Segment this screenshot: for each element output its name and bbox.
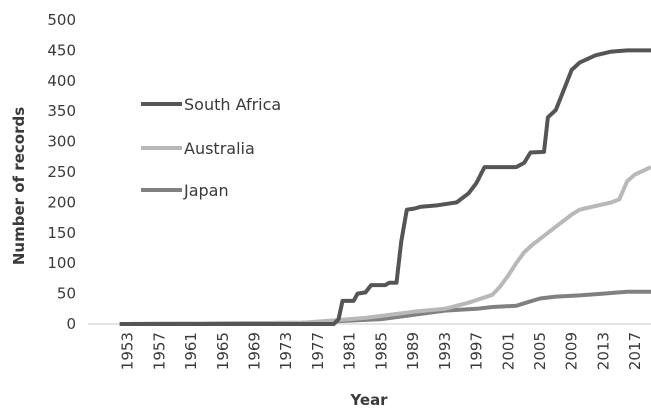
- series-line: [119, 165, 651, 326]
- x-tick-label: 1953: [119, 332, 137, 370]
- legend-label: Japan: [183, 181, 229, 200]
- y-axis-ticks: 0 50 100 150 200 250 300 350 400 450 500: [47, 11, 76, 333]
- legend: South Africa Australia Japan: [141, 95, 281, 200]
- y-tick-label: 150: [47, 224, 76, 242]
- x-tick-label: 2001: [499, 332, 517, 370]
- y-tick-label: 250: [47, 163, 76, 181]
- y-tick-label: 400: [47, 72, 76, 90]
- x-axis-title: Year: [349, 391, 388, 409]
- x-axis-ticks: 1953 1957 1961 1965 1969 1973 1977 1981 1985 1989…: [119, 332, 644, 370]
- y-tick-label: 100: [47, 254, 76, 272]
- y-axis-title: Number of records: [10, 107, 28, 265]
- y-tick-label: 300: [47, 133, 76, 151]
- x-tick-label: 1969: [246, 332, 264, 370]
- x-tick-label: 1965: [214, 332, 232, 370]
- series-lines: [119, 48, 651, 326]
- x-tick-label: 1977: [309, 332, 327, 370]
- x-tick-label: 1989: [404, 332, 422, 370]
- legend-label: Australia: [184, 139, 255, 158]
- x-tick-label: 2013: [594, 332, 612, 370]
- y-tick-label: 500: [47, 11, 76, 29]
- x-tick-label: 1973: [277, 332, 295, 370]
- x-tick-label: 2017: [626, 332, 644, 370]
- legend-label: South Africa: [184, 95, 281, 114]
- x-tick-label: 2009: [563, 332, 581, 370]
- x-tick-label: 1961: [182, 332, 200, 370]
- x-tick-label: 1997: [468, 332, 486, 370]
- y-tick-label: 0: [66, 315, 76, 333]
- x-tick-label: 1993: [436, 332, 454, 370]
- x-tick-label: 2005: [531, 332, 549, 370]
- y-tick-label: 50: [57, 285, 76, 303]
- y-tick-label: 200: [47, 193, 76, 211]
- y-tick-label: 450: [47, 41, 76, 59]
- x-tick-label: 1957: [150, 332, 168, 370]
- x-tick-label: 1981: [341, 332, 359, 370]
- series-line: [119, 289, 651, 326]
- y-tick-label: 350: [47, 102, 76, 120]
- x-tick-label: 1985: [372, 332, 390, 370]
- series-line: [119, 48, 651, 326]
